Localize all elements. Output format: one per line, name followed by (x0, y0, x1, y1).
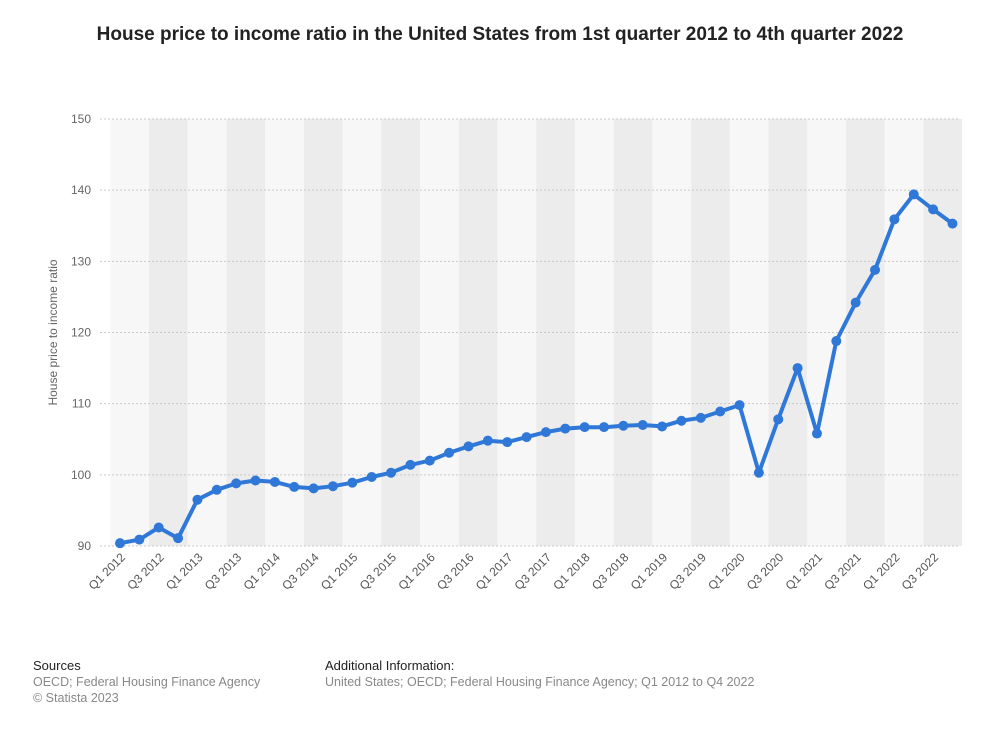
x-tick-label: Q3 2020 (744, 550, 787, 593)
y-tick-label: 140 (71, 183, 91, 197)
x-tick-label: Q3 2017 (512, 550, 555, 593)
data-point (715, 406, 726, 417)
additional-info-heading: Additional Information: (325, 658, 455, 673)
data-point (676, 415, 687, 426)
y-axis-label: House price to income ratio (46, 259, 60, 405)
data-point (753, 467, 764, 478)
data-point (366, 471, 377, 482)
data-point (908, 189, 919, 200)
data-point (831, 336, 842, 347)
data-point (560, 423, 571, 434)
data-point (463, 441, 474, 452)
x-tick-label: Q3 2021 (821, 550, 864, 593)
x-tick-label: Q3 2012 (124, 550, 167, 593)
x-tick-label: Q1 2019 (628, 550, 671, 593)
data-point (850, 297, 861, 308)
data-point (289, 481, 300, 492)
data-point (347, 477, 358, 488)
data-point (579, 422, 590, 433)
copyright-line: © Statista 2023 (33, 691, 119, 705)
data-point (889, 214, 900, 225)
x-tick-label: Q3 2019 (666, 550, 709, 593)
x-tick-label: Q1 2016 (395, 550, 438, 593)
data-point (327, 481, 338, 492)
y-tick-label: 150 (71, 112, 91, 126)
data-point (424, 455, 435, 466)
x-tick-label: Q1 2017 (473, 550, 516, 593)
sources-line: OECD; Federal Housing Finance Agency (33, 675, 261, 689)
y-tick-label: 100 (71, 468, 91, 482)
x-tick-label: Q1 2013 (163, 550, 206, 593)
x-tick-label: Q3 2015 (357, 550, 400, 593)
additional-info-block: Additional Information: United States; O… (325, 658, 754, 690)
y-tick-label: 130 (71, 254, 91, 268)
x-tick-label: Q1 2021 (783, 550, 826, 593)
data-point (870, 264, 881, 275)
data-point (308, 483, 319, 494)
x-tick-label: Q3 2014 (279, 550, 322, 593)
sources-heading: Sources (33, 658, 81, 673)
x-tick-label: Q1 2018 (550, 550, 593, 593)
sources-block: Sources OECD; Federal Housing Finance Ag… (33, 658, 260, 706)
data-point (250, 475, 261, 486)
data-point (192, 494, 203, 505)
x-tick-label: Q1 2015 (318, 550, 361, 593)
x-tick-label: Q1 2014 (241, 550, 284, 593)
data-point (734, 400, 745, 411)
data-point (386, 467, 397, 478)
data-point (269, 476, 280, 487)
data-point (134, 534, 145, 545)
data-point (811, 428, 822, 439)
x-tick-label: Q3 2013 (202, 550, 245, 593)
data-point (947, 218, 958, 229)
x-tick-label: Q1 2012 (86, 550, 129, 593)
data-point (173, 533, 184, 544)
data-point (928, 204, 939, 215)
x-tick-label: Q3 2018 (589, 550, 632, 593)
data-point (231, 478, 242, 489)
x-tick-label: Q1 2022 (860, 550, 903, 593)
data-point (502, 437, 513, 448)
additional-info-text: United States; OECD; Federal Housing Fin… (325, 675, 755, 689)
x-tick-label: Q1 2020 (705, 550, 748, 593)
data-point (115, 538, 125, 549)
data-point (211, 484, 222, 495)
data-point (444, 447, 455, 458)
x-tick-label: Q3 2022 (899, 550, 942, 593)
y-tick-label: 90 (78, 539, 92, 553)
data-point (695, 412, 706, 423)
data-point (657, 421, 668, 432)
data-point (637, 420, 648, 431)
data-point (599, 422, 609, 433)
chart-title: House price to income ratio in the Unite… (96, 24, 904, 45)
data-point (792, 363, 803, 374)
y-tick-label: 120 (71, 326, 91, 340)
data-point (521, 432, 532, 443)
x-tick-label: Q3 2016 (434, 550, 477, 593)
y-tick-label: 110 (72, 397, 91, 411)
data-point (773, 414, 784, 425)
data-point (153, 522, 164, 533)
data-point (482, 435, 493, 446)
line-chart: 90 100 110 120 130 140 150 House price to incom… (46, 112, 963, 593)
data-point (540, 427, 551, 438)
data-point (405, 459, 416, 470)
data-point (618, 420, 629, 431)
